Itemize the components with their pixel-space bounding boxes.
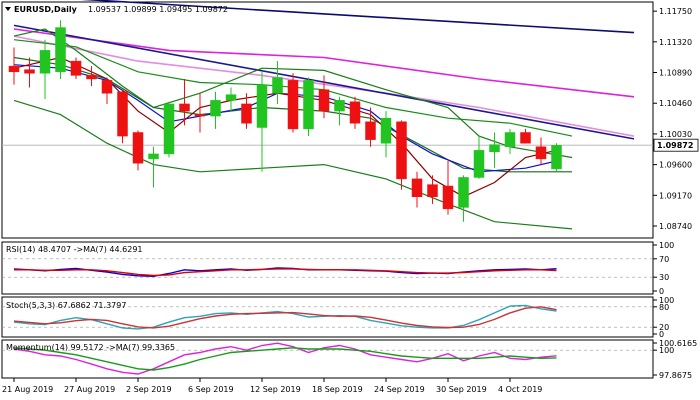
collapse-arrow-icon[interactable] xyxy=(5,7,11,11)
indicator-tick-label: 100 xyxy=(659,241,674,250)
date-tick-label: 30 Sep 2019 xyxy=(436,385,487,394)
indicator-tick-label: 30 xyxy=(659,273,669,282)
date-axis: 21 Aug 2019 27 Aug 2019 2 Sep 2019 6 Sep 20… xyxy=(2,378,542,394)
momentum-lines xyxy=(2,342,653,375)
indicator-tick-label: 100 xyxy=(659,346,674,355)
candle-body xyxy=(163,103,175,155)
symbol-header: EURUSD,Daily xyxy=(14,5,78,14)
price-tick-label: 1.08740 xyxy=(659,222,692,231)
candle-body xyxy=(535,146,547,160)
date-tick-label: 4 Oct 2019 xyxy=(498,385,542,394)
date-tick-label: 18 Sep 2019 xyxy=(312,385,363,394)
candle-body xyxy=(225,94,237,101)
moving-average-line xyxy=(13,28,635,98)
candle-body xyxy=(8,65,20,73)
moving-average-line xyxy=(80,0,635,34)
price-tick-label: 1.10030 xyxy=(659,130,692,139)
date-tick-label: 6 Sep 2019 xyxy=(188,385,234,394)
indicator-tick-label: 100 xyxy=(659,296,674,305)
stoch-label: Stoch(5,3,3) 67.6862 71.3797 xyxy=(6,301,126,310)
date-tick-label: 12 Sep 2019 xyxy=(250,385,301,394)
candle-body xyxy=(489,144,500,153)
candle-body xyxy=(132,132,144,164)
candle-body xyxy=(241,103,252,124)
candle-body xyxy=(148,153,159,160)
indicator-tick-label: 80 xyxy=(659,303,669,312)
price-tick-label: 1.11750 xyxy=(659,7,692,16)
candle-body xyxy=(442,185,454,210)
candle-body xyxy=(210,100,221,117)
price-tick-label: 1.09170 xyxy=(659,191,692,200)
indicator-line xyxy=(13,306,557,329)
rsi-label: RSI(14) 48.4707 ->MA(7) 44.6291 xyxy=(6,245,143,254)
candle-body xyxy=(179,103,190,112)
date-tick-label: 24 Sep 2019 xyxy=(374,385,425,394)
current-price-label: 1.09872 xyxy=(657,141,693,150)
candle-body xyxy=(24,69,35,74)
candle-body xyxy=(427,184,438,197)
candle-body xyxy=(86,75,97,80)
indicator-tick-label: 20 xyxy=(659,323,669,332)
candle-body xyxy=(194,114,206,117)
candle-body xyxy=(287,80,299,130)
candle-body xyxy=(70,60,82,76)
candle-body xyxy=(520,132,531,144)
date-tick-label: 21 Aug 2019 xyxy=(2,385,53,394)
rsi-lines xyxy=(2,258,653,278)
candle-body xyxy=(303,80,314,130)
momentum-label: Momentum(14) 99.5172 ->MA(7) 99.3365 xyxy=(6,343,175,352)
main-price-panel: 1.11750 1.11320 1.10890 1.10460 1.10030 1.096… xyxy=(1,0,699,239)
indicator-tick-label: 0 xyxy=(659,330,664,339)
candle-body xyxy=(365,121,376,140)
candle-body xyxy=(458,177,469,208)
date-tick-label: 2 Sep 2019 xyxy=(126,385,172,394)
candle-body xyxy=(39,50,51,74)
stoch-lines xyxy=(2,304,653,330)
candles xyxy=(8,20,562,222)
indicator-line xyxy=(14,268,557,277)
price-tick-label: 1.09600 xyxy=(659,161,692,170)
candle-body xyxy=(101,80,113,94)
rsi-panel: 100 70 30 0 RSI(14) 48.4707 ->MA(7) 44.6291 xyxy=(1,241,674,296)
ohlc-header: 1.09537 1.09899 1.09495 1.09872 xyxy=(88,5,228,14)
candle-body xyxy=(256,84,268,128)
price-tick-label: 1.10460 xyxy=(659,99,692,108)
candle-body xyxy=(55,27,66,73)
indicator-tick-label: 0 xyxy=(659,287,664,296)
current-price-box xyxy=(653,138,699,152)
indicator-tick-label: 97.8675 xyxy=(659,371,692,380)
candle-body xyxy=(349,101,361,124)
candle-body xyxy=(380,117,392,144)
candle-body xyxy=(272,77,283,94)
indicator-line xyxy=(13,342,557,375)
price-tick-label: 1.10890 xyxy=(659,69,692,78)
price-axis: 1.11750 1.11320 1.10890 1.10460 1.10030 1.096… xyxy=(653,7,699,231)
candle-body xyxy=(551,145,562,170)
price-tick-label: 1.11320 xyxy=(659,38,692,47)
rsi-axis: 100 70 30 0 xyxy=(653,241,674,296)
indicator-tick-label: 100.6165 xyxy=(659,339,697,348)
indicator-line xyxy=(13,347,557,371)
candle-body xyxy=(396,121,407,180)
candle-body xyxy=(117,91,128,137)
date-tick-label: 27 Aug 2019 xyxy=(64,385,115,394)
candle-body xyxy=(473,150,485,178)
candle-body xyxy=(318,89,330,112)
indicator-tick-label: 70 xyxy=(659,255,669,264)
candle-body xyxy=(334,100,345,112)
candle-body xyxy=(504,132,516,148)
candle-body xyxy=(411,178,423,197)
